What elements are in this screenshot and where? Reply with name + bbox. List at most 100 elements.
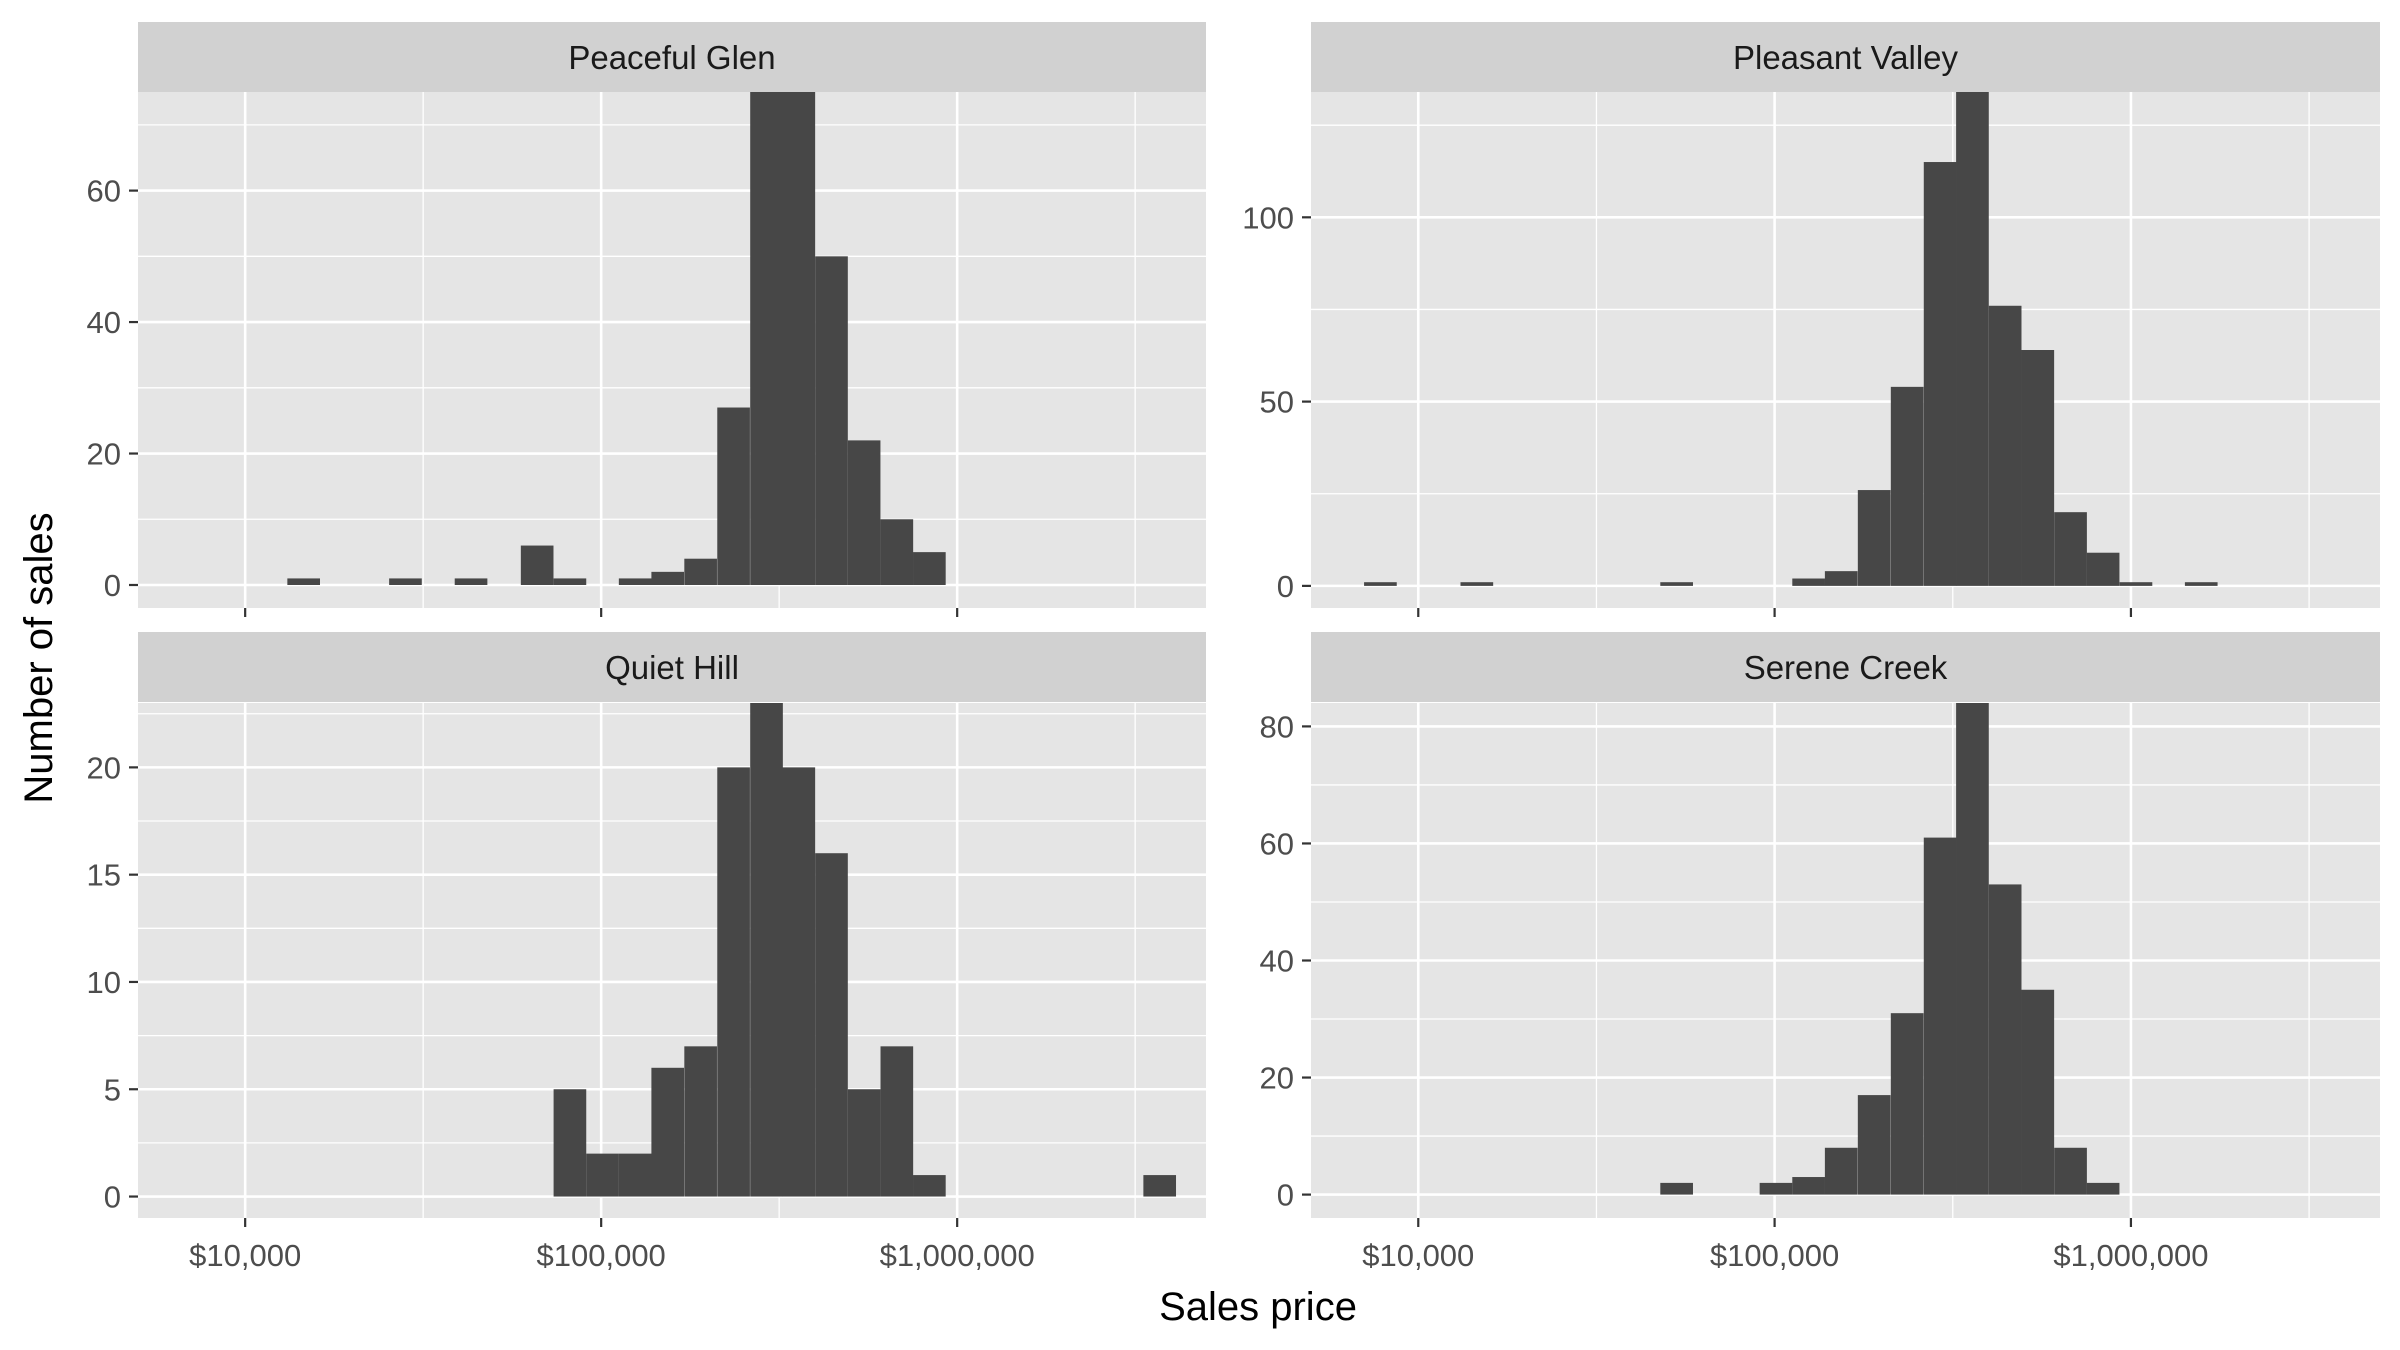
y-tick-label: 80 (1260, 709, 1294, 744)
histogram-bar (2119, 582, 2153, 586)
histogram-bar (1660, 582, 1693, 586)
gridlines (1311, 92, 2380, 608)
histogram-bar (2021, 989, 2055, 1195)
y-tick-label: 10 (87, 965, 121, 1000)
gridlines (138, 703, 1206, 1218)
histogram-bar (651, 1067, 685, 1197)
histogram-bar (1759, 1182, 1793, 1195)
histogram-bar (913, 552, 946, 585)
histogram-bar (782, 767, 816, 1197)
y-tick-label: 0 (1277, 569, 1294, 604)
histogram-bar (913, 1175, 946, 1197)
y-axis: 0 50 100 (1242, 200, 1311, 604)
panel-quiet-hill: Quiet Hill 0 5 10 15 20 $10,000 $100,000 $1,000,… (87, 632, 1206, 1273)
histogram-bar (586, 1153, 619, 1197)
histogram-bar (1792, 578, 1825, 586)
histogram-bar (1923, 837, 1957, 1195)
facet-title: Pleasant Valley (1733, 39, 1959, 76)
y-tick-label: 20 (1260, 1061, 1294, 1096)
histogram-bar (1857, 1095, 1891, 1195)
histogram-bar (815, 256, 848, 585)
x-tick-label: $10,000 (189, 1238, 301, 1273)
histogram-bar (2054, 1147, 2087, 1195)
facet-strip (1311, 632, 2380, 702)
panel-background (138, 92, 1206, 608)
histogram-bars (287, 92, 946, 585)
histogram-bar (880, 1046, 914, 1197)
y-tick-label: 20 (87, 437, 121, 472)
histogram-bar (717, 407, 750, 585)
y-tick-label: 15 (87, 858, 121, 893)
histogram-bar (618, 1153, 652, 1197)
facet-strip (138, 22, 1206, 92)
y-tick-label: 50 (1260, 385, 1294, 420)
histogram-bar (651, 571, 685, 585)
histogram-bar (1824, 1147, 1858, 1195)
histogram-bar (847, 440, 881, 585)
histogram-bar (880, 519, 914, 585)
histogram-bar (1660, 1182, 1693, 1195)
histogram-bar (618, 578, 652, 585)
y-tick-label: 60 (87, 174, 121, 209)
histogram-bar (1923, 162, 1957, 586)
histogram-bar (1460, 582, 1494, 586)
y-tick-label: 40 (1260, 944, 1294, 979)
histogram-bar (684, 1046, 717, 1197)
histogram-bar (1956, 92, 1989, 586)
histogram-bar (847, 1089, 881, 1197)
y-tick-label: 20 (87, 750, 121, 785)
histogram-bar (1143, 1175, 1177, 1197)
histogram-bar (553, 578, 587, 585)
panel-background (1311, 92, 2380, 608)
histogram-bar (2184, 582, 2218, 586)
panel-serene-creek: Serene Creek 0 20 40 60 80 $10,000 $100,000 $1,0… (1260, 632, 2380, 1273)
x-tick-label: $10,000 (1362, 1238, 1474, 1273)
y-tick-label: 0 (104, 1180, 121, 1215)
y-tick-label: 40 (87, 305, 121, 340)
histogram-bar (520, 545, 554, 585)
y-tick-label: 0 (104, 568, 121, 603)
x-tick-label: $100,000 (1710, 1238, 1839, 1273)
y-axis-title: Number of sales (17, 512, 61, 803)
histogram-bar (750, 703, 783, 1197)
facet-title: Serene Creek (1744, 649, 1948, 686)
x-axis (244, 608, 959, 617)
histogram-bar (815, 853, 848, 1197)
histogram-bars (1364, 92, 2218, 586)
facet-title: Peaceful Glen (568, 39, 775, 76)
histogram-bar (1988, 884, 2022, 1195)
y-tick-label: 0 (1277, 1178, 1294, 1213)
facet-strip (138, 632, 1206, 702)
facet-title: Quiet Hill (605, 649, 739, 686)
x-tick-label: $1,000,000 (880, 1238, 1035, 1273)
histogram-bar (684, 558, 717, 585)
histogram-bar (2086, 1182, 2120, 1195)
histogram-bar (1824, 571, 1858, 586)
histogram-bar (1890, 386, 1924, 586)
histogram-bar (2054, 512, 2087, 586)
histogram-bar (1890, 1013, 1924, 1195)
histogram-bar (2021, 350, 2055, 586)
facet-strip (1311, 22, 2380, 92)
y-tick-label: 60 (1260, 826, 1294, 861)
x-axis (1417, 608, 2133, 617)
histogram-bar (454, 578, 488, 585)
histogram-bar (1956, 703, 1989, 1195)
panel-pleasant-valley: Pleasant Valley 0 50 100 (1242, 22, 2380, 617)
x-tick-label: $100,000 (537, 1238, 666, 1273)
y-tick-label: 5 (104, 1072, 121, 1107)
histogram-bars (553, 703, 1177, 1197)
histogram-bar (782, 92, 816, 585)
histogram-bar (1792, 1177, 1825, 1195)
x-axis-title: Sales price (1159, 1285, 1357, 1329)
histogram-bars (1660, 703, 2120, 1195)
histogram-bar (2086, 552, 2120, 586)
histogram-bar (553, 1089, 587, 1197)
histogram-bar (1857, 490, 1891, 586)
panel-peaceful-glen: Peaceful Glen 0 20 40 60 (87, 22, 1206, 617)
histogram-bar (717, 767, 750, 1197)
y-tick-label: 100 (1242, 200, 1294, 235)
y-axis: 0 20 40 60 80 (1260, 709, 1311, 1213)
